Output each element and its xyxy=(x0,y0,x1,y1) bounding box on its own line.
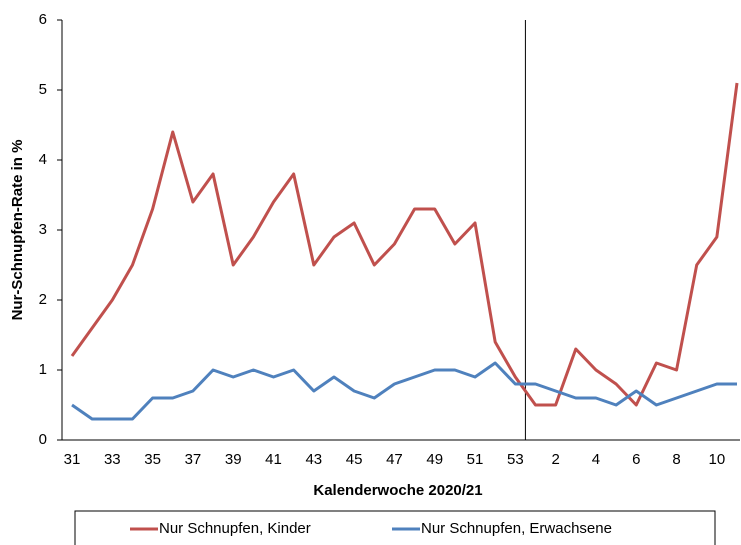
x-tick-label: 6 xyxy=(632,451,640,468)
series-line xyxy=(70,82,739,407)
y-tick-label: 1 xyxy=(39,361,47,378)
x-tick-label: 51 xyxy=(467,451,484,468)
x-tick-label: 37 xyxy=(185,451,202,468)
x-tick-label: 10 xyxy=(709,451,726,468)
y-axis-title: Nur-Schnupfen-Rate in % xyxy=(9,140,26,321)
x-tick-label: 2 xyxy=(551,451,559,468)
series-line xyxy=(71,361,737,421)
x-tick-label: 35 xyxy=(144,451,161,468)
x-tick-label: 8 xyxy=(672,451,680,468)
y-tick-label: 3 xyxy=(39,221,47,238)
x-tick-label: 43 xyxy=(305,451,322,468)
x-tick-label: 41 xyxy=(265,451,282,468)
y-tick-label: 5 xyxy=(39,81,47,98)
legend-box xyxy=(74,510,716,545)
y-tick-label: 4 xyxy=(39,151,47,168)
x-axis-title: Kalenderwoche 2020/21 xyxy=(313,482,482,499)
x-tick-label: 39 xyxy=(225,451,242,468)
y-tick-label: 2 xyxy=(39,291,47,308)
x-tick-label: 4 xyxy=(592,451,600,468)
y-tick-label: 0 xyxy=(39,431,47,448)
x-tick-label: 53 xyxy=(507,451,524,468)
x-tick-label: 33 xyxy=(104,451,121,468)
x-tick-label: 47 xyxy=(386,451,403,468)
x-tick-label: 45 xyxy=(346,451,363,468)
legend-label: Nur Schnupfen, Kinder xyxy=(159,520,311,537)
x-tick-label: 49 xyxy=(426,451,443,468)
x-tick-label: 31 xyxy=(64,451,81,468)
legend-label: Nur Schnupfen, Erwachsene xyxy=(421,520,612,537)
y-tick-label: 6 xyxy=(39,11,47,28)
